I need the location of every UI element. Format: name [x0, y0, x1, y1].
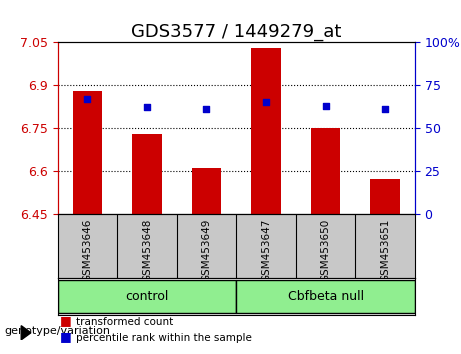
FancyBboxPatch shape — [58, 280, 236, 313]
FancyBboxPatch shape — [236, 280, 415, 313]
Text: GSM453646: GSM453646 — [83, 219, 92, 282]
Bar — [311, 128, 341, 213]
Text: ■: ■ — [60, 330, 71, 343]
Point — [143, 105, 151, 110]
Text: GSM453650: GSM453650 — [320, 219, 331, 282]
Text: Cbfbeta null: Cbfbeta null — [288, 290, 364, 303]
Text: percentile rank within the sample: percentile rank within the sample — [76, 333, 252, 343]
Bar — [192, 168, 221, 213]
Bar — [72, 91, 102, 213]
Text: transformed count: transformed count — [76, 318, 173, 327]
Point — [262, 99, 270, 105]
Text: control: control — [125, 290, 169, 303]
Title: GDS3577 / 1449279_at: GDS3577 / 1449279_at — [131, 23, 342, 41]
FancyArrow shape — [21, 326, 31, 340]
Text: GSM453651: GSM453651 — [380, 219, 390, 282]
Text: GSM453649: GSM453649 — [201, 219, 212, 282]
Text: GSM453647: GSM453647 — [261, 219, 271, 282]
Bar — [132, 134, 162, 213]
Text: GSM453648: GSM453648 — [142, 219, 152, 282]
Text: genotype/variation: genotype/variation — [5, 326, 111, 336]
Bar — [370, 179, 400, 213]
Bar — [251, 48, 281, 213]
Point — [322, 103, 329, 109]
Point — [381, 106, 389, 112]
Point — [84, 96, 91, 102]
Text: ■: ■ — [60, 314, 71, 327]
Point — [203, 106, 210, 112]
